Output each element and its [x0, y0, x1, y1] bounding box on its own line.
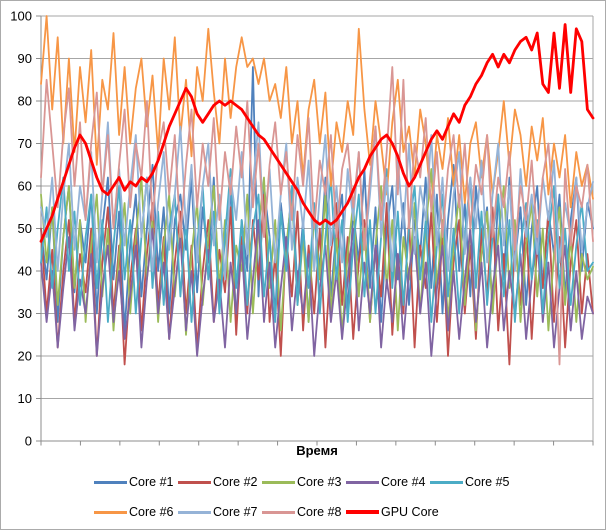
legend-swatch-core-1	[94, 480, 127, 484]
y-axis-labels: 0 10 20 30 40 50 60 70 80 90 100	[10, 9, 32, 449]
legend-label-core-3: Core #3	[297, 475, 342, 489]
y-axis-label: 50	[18, 221, 32, 236]
legend-swatch-core-4	[346, 480, 379, 484]
legend-row: Core #6 Core #7 Core #8 GPU Core	[94, 497, 574, 527]
legend-label-core-4: Core #4	[381, 475, 426, 489]
y-axis-label: 90	[18, 51, 32, 66]
y-axis-label: 100	[10, 9, 32, 24]
legend-label-gpu-core: GPU Core	[381, 505, 439, 519]
legend-swatch-core-3	[262, 480, 295, 484]
y-axis-label: 10	[18, 391, 32, 406]
legend-label-core-7: Core #7	[213, 505, 258, 519]
legend-item-core-4: Core #4	[346, 475, 430, 489]
legend-label-core-2: Core #2	[213, 475, 258, 489]
legend-item-core-8: Core #8	[262, 505, 346, 519]
series-line-gpu-core	[39, 23, 595, 243]
legend-swatch-core-6	[94, 510, 127, 514]
legend-item-gpu-core: GPU Core	[346, 505, 439, 519]
legend-swatch-core-7	[178, 510, 211, 514]
legend-swatch-core-8	[262, 510, 295, 514]
y-axis-label: 80	[18, 94, 32, 109]
legend-swatch-core-5	[430, 480, 463, 484]
legend-item-core-1: Core #1	[94, 475, 178, 489]
y-axis-label: 30	[18, 306, 32, 321]
legend-item-core-7: Core #7	[178, 505, 262, 519]
legend-item-core-2: Core #2	[178, 475, 262, 489]
legend-label-core-5: Core #5	[465, 475, 510, 489]
legend-label-core-8: Core #8	[297, 505, 342, 519]
y-axis-label: 40	[18, 264, 32, 279]
series-line-core-5	[40, 168, 594, 323]
legend-item-core-6: Core #6	[94, 505, 178, 519]
legend-label-core-1: Core #1	[129, 475, 174, 489]
legend-swatch-gpu-core	[346, 510, 379, 514]
y-axis-label: 20	[18, 349, 32, 364]
series-line-core-6	[40, 15, 594, 209]
legend-item-core-3: Core #3	[262, 475, 346, 489]
series-lines	[39, 15, 595, 366]
y-axis-label: 70	[18, 136, 32, 151]
legend-item-core-5: Core #5	[430, 475, 514, 489]
legend-label-core-6: Core #6	[129, 505, 174, 519]
legend-row: Core #1 Core #2 Core #3 Core #4 Core #5	[94, 467, 574, 497]
y-axis-label: 0	[25, 434, 32, 449]
legend-swatch-core-2	[178, 480, 211, 484]
legend: Core #1 Core #2 Core #3 Core #4 Core #5 Core …	[94, 467, 574, 527]
x-axis-title: Время	[296, 443, 338, 458]
series-line-core-8	[40, 66, 594, 366]
y-axis-label: 60	[18, 179, 32, 194]
